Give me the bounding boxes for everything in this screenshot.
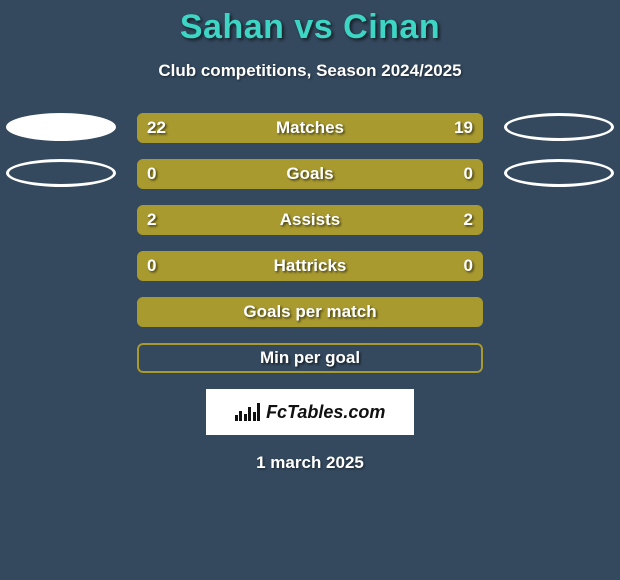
stat-row: 2219Matches <box>137 113 483 143</box>
stat-label: Min per goal <box>137 348 483 368</box>
brand-badge: FcTables.com <box>206 389 414 435</box>
stat-label: Hattricks <box>137 256 483 276</box>
stats-area: 2219Matches 00Goals 22Assists 00Hattricks Go… <box>0 113 620 373</box>
ellipse-left-1 <box>6 159 116 187</box>
stat-row: 22Assists <box>137 205 483 235</box>
stat-label: Goals <box>137 164 483 184</box>
barchart-icon <box>235 403 261 421</box>
player-right-name: Cinan <box>343 8 440 46</box>
stat-label: Assists <box>137 210 483 230</box>
stat-label: Matches <box>137 118 483 138</box>
icon-bar <box>239 411 242 421</box>
icon-bar <box>248 407 251 421</box>
stat-row: Min per goal <box>137 343 483 373</box>
icon-bar <box>257 403 260 421</box>
stat-row: 00Hattricks <box>137 251 483 281</box>
date-label: 1 march 2025 <box>0 453 620 473</box>
title-joiner: vs <box>294 8 333 46</box>
page-title: Sahan vs Cinan <box>0 0 620 47</box>
stat-row: Goals per match <box>137 297 483 327</box>
stat-bars: 2219Matches 00Goals 22Assists 00Hattricks Go… <box>137 113 483 373</box>
ellipse-left-0 <box>6 113 116 141</box>
stat-label: Goals per match <box>137 302 483 322</box>
ellipse-right-0 <box>504 113 614 141</box>
icon-bar <box>244 414 247 421</box>
subtitle: Club competitions, Season 2024/2025 <box>0 61 620 81</box>
stat-row: 00Goals <box>137 159 483 189</box>
icon-bar <box>253 412 256 421</box>
ellipse-right-1 <box>504 159 614 187</box>
icon-bar <box>235 415 238 421</box>
player-left-name: Sahan <box>180 8 285 46</box>
brand-text: FcTables.com <box>266 402 385 423</box>
